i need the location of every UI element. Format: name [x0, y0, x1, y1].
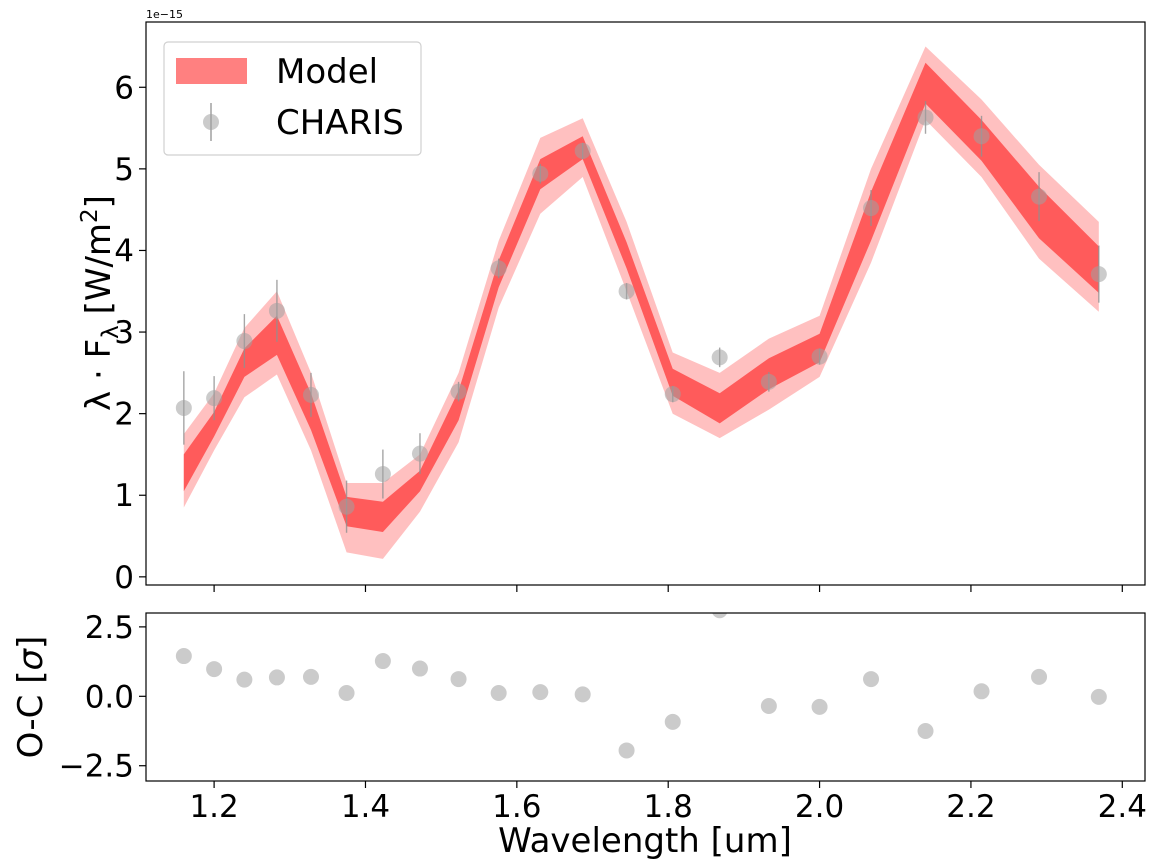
charis-point — [664, 386, 681, 403]
top-ytick-label: 4 — [114, 233, 134, 269]
charis-point — [490, 260, 507, 277]
residual-point — [374, 653, 391, 670]
top-y-axis-label: λ · Fλ [W/m2] — [77, 195, 124, 411]
bottom-y-axis-label: O-C [σ] — [11, 636, 51, 759]
charis-point — [811, 348, 828, 365]
legend: Model CHARIS — [163, 41, 422, 156]
top-ytick-label: 2 — [114, 397, 134, 433]
bottom-xtick-label: 1.2 — [189, 789, 238, 825]
ylabel-sup: 2 — [77, 208, 103, 223]
residual-point — [973, 683, 990, 700]
residual-point — [338, 684, 355, 701]
residual-point — [532, 684, 549, 701]
legend-charis-label: CHARIS — [276, 103, 404, 143]
residual-point — [618, 742, 635, 759]
residuals-panel: −2.5 0.0 2.5 1.2 1.4 1.6 1.8 2.0 2.2 2.4 O-C [σ]… — [11, 610, 1147, 859]
residual-point — [490, 684, 507, 701]
y-offset-label: 1e−15 — [146, 8, 183, 21]
charis-point — [338, 498, 355, 515]
charis-point — [711, 349, 728, 366]
charis-point — [411, 445, 428, 462]
legend-charis-marker — [203, 114, 219, 130]
legend-model-swatch — [176, 58, 247, 84]
bottom-ytick-label: −2.5 — [59, 749, 134, 785]
charis-point — [302, 386, 319, 403]
charis-point — [618, 283, 635, 300]
bottom-ytick-label: 0.0 — [85, 679, 134, 715]
charis-point — [917, 109, 934, 126]
top-ytick-label: 6 — [114, 70, 134, 106]
residual-point — [268, 669, 285, 686]
residual-point — [863, 671, 880, 688]
ylabel-unit: [W/m — [79, 223, 119, 325]
residual-ylabel-close: ] — [11, 636, 51, 649]
charis-point — [973, 128, 990, 145]
model-band-inner — [183, 62, 1099, 533]
charis-point — [236, 333, 253, 350]
charis-point — [1031, 188, 1048, 205]
bottom-xtick-label: 1.6 — [492, 789, 541, 825]
residual-point — [811, 698, 828, 715]
ylabel-main: λ · F — [79, 339, 119, 411]
charis-point — [760, 373, 777, 390]
residual-point — [450, 671, 467, 688]
residual-point — [574, 686, 591, 703]
x-axis-label: Wavelength [um] — [498, 821, 792, 859]
top-ytick-label: 0 — [114, 560, 134, 596]
residual-point — [917, 723, 934, 740]
residual-point — [712, 613, 728, 619]
charis-point — [532, 165, 549, 182]
residual-point — [1031, 668, 1048, 685]
ylabel-close: ] — [79, 195, 119, 208]
top-ytick-label: 1 — [114, 478, 134, 514]
top-ytick-label: 3 — [114, 315, 134, 351]
top-ytick-label: 5 — [114, 152, 134, 188]
charis-point — [206, 390, 223, 407]
bottom-xtick-label: 2.2 — [946, 789, 995, 825]
charis-point — [574, 142, 591, 159]
charis-point — [450, 383, 467, 400]
legend-model-label: Model — [276, 52, 378, 92]
bottom-xtick-label: 2.0 — [795, 789, 844, 825]
bottom-xtick-label: 1.4 — [341, 789, 390, 825]
residual-point — [206, 661, 223, 678]
bottom-axes-frame — [145, 612, 1146, 782]
charis-point — [268, 302, 285, 319]
bottom-xtick-label: 2.4 — [1098, 789, 1147, 825]
residual-point — [175, 648, 192, 665]
charis-point — [175, 399, 192, 416]
residual-ylabel-main: O-C [ — [11, 671, 51, 759]
residual-point — [760, 698, 777, 715]
residual-point — [664, 713, 681, 730]
residual-point — [302, 668, 319, 685]
bottom-xtick-label: 1.8 — [644, 789, 693, 825]
residual-point — [1090, 688, 1107, 705]
charis-point — [1090, 266, 1107, 283]
residual-ylabel-sigma: σ — [11, 648, 51, 671]
bottom-ytick-label: 2.5 — [85, 610, 134, 646]
charis-point — [863, 200, 880, 217]
top-axes-frame — [145, 21, 1146, 586]
residual-point — [411, 660, 428, 677]
charis-point — [374, 466, 391, 483]
ylabel-sub: λ — [98, 325, 124, 339]
residual-point — [236, 671, 253, 688]
